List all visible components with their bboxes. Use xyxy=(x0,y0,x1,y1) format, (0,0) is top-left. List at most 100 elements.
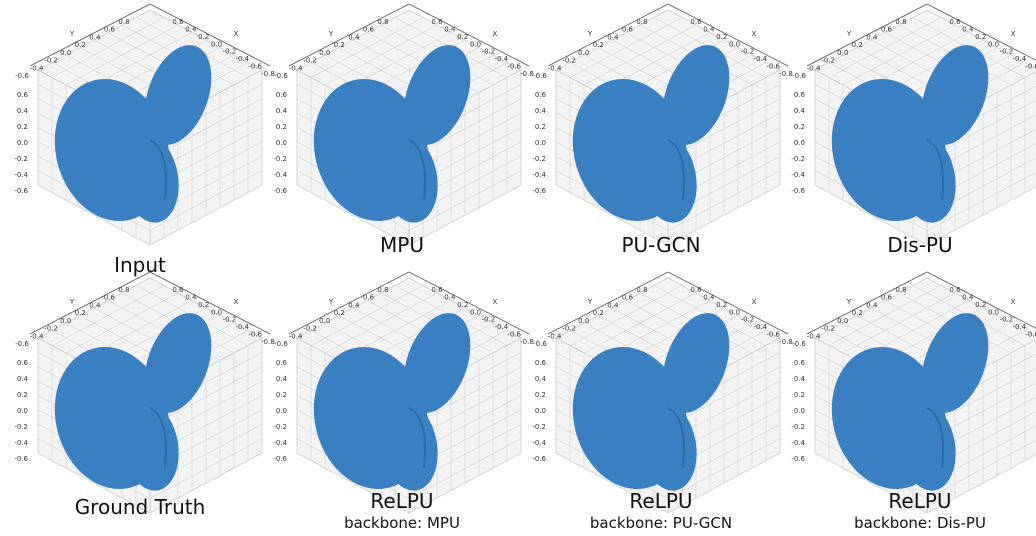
z-tick-label: -0.2 xyxy=(14,155,28,163)
x-axis-label: X xyxy=(752,30,757,38)
y-tick-label: -0.6 xyxy=(792,340,806,348)
x-tick-label: 0.6 xyxy=(949,18,961,26)
x-tick-label: 0.2 xyxy=(457,301,468,309)
x-axis-label: X xyxy=(1011,30,1016,38)
x-tick-label: 0.6 xyxy=(431,18,443,26)
z-tick-label: 0.6 xyxy=(535,359,547,367)
x-tick-label: -0.2 xyxy=(482,316,496,324)
y-tick-label: -0.6 xyxy=(274,72,288,80)
y-axis-label: Y xyxy=(587,298,593,306)
z-tick-label: 0.0 xyxy=(17,139,28,147)
y-tick-label: 0.6 xyxy=(622,26,634,34)
z-tick-label: -0.6 xyxy=(791,187,805,195)
x-tick-label: -0.8 xyxy=(520,338,534,346)
y-tick-label: -0.2 xyxy=(44,57,58,65)
z-tick-label: 0.0 xyxy=(276,407,287,415)
y-tick-label: 0.4 xyxy=(348,301,360,309)
x-tick-label: 0.4 xyxy=(703,25,715,33)
y-tick-label: 0.4 xyxy=(866,301,878,309)
x-tick-label: -0.8 xyxy=(261,338,275,346)
y-tick-label: 0.6 xyxy=(881,294,893,302)
x-tick-label: 0.0 xyxy=(470,308,481,316)
z-tick-label: -0.6 xyxy=(532,455,546,463)
panel-caption: MPU xyxy=(380,233,424,257)
z-tick-label: -0.4 xyxy=(532,171,546,179)
x-tick-label: -0.2 xyxy=(1000,316,1014,324)
z-tick-label: -0.4 xyxy=(14,171,28,179)
y-tick-label: -0.4 xyxy=(807,64,821,72)
y-tick-label: -0.4 xyxy=(548,332,562,340)
z-tick-label: -0.6 xyxy=(273,455,287,463)
z-tick-label: 0.6 xyxy=(17,91,29,99)
figure: -0.6-0.4-0.20.00.20.40.60.80.60.40.20.0-… xyxy=(0,0,1036,536)
y-tick-label: 0.6 xyxy=(363,26,375,34)
x-tick-label: 0.6 xyxy=(690,286,702,294)
x-tick-label: 0.2 xyxy=(457,33,468,41)
y-tick-label: -0.2 xyxy=(44,325,58,333)
y-tick-label: 0.8 xyxy=(377,18,388,26)
y-tick-label: 0.2 xyxy=(593,41,604,49)
z-tick-label: 0.2 xyxy=(535,391,546,399)
y-tick-label: -0.6 xyxy=(274,340,288,348)
y-axis-label: Y xyxy=(69,298,75,306)
x-tick-label: 0.4 xyxy=(185,25,197,33)
y-tick-label: -0.2 xyxy=(821,57,835,65)
z-tick-label: 0.2 xyxy=(794,123,805,131)
z-tick-label: -0.2 xyxy=(532,155,546,163)
z-tick-label: 0.6 xyxy=(17,359,29,367)
y-tick-label: -0.6 xyxy=(15,340,29,348)
x-tick-label: -0.2 xyxy=(741,48,755,56)
x-tick-label: -0.8 xyxy=(261,70,275,78)
z-tick-label: 0.4 xyxy=(794,375,806,383)
x-tick-label: -0.6 xyxy=(1025,63,1036,71)
z-tick-label: -0.6 xyxy=(14,187,28,195)
y-tick-label: -0.2 xyxy=(821,325,835,333)
z-tick-label: -0.2 xyxy=(791,155,805,163)
z-tick-label: 0.4 xyxy=(17,107,29,115)
z-tick-label: -0.6 xyxy=(14,455,28,463)
x-tick-label: 0.0 xyxy=(729,40,740,48)
x-tick-label: -0.2 xyxy=(223,316,237,324)
y-tick-label: 0.6 xyxy=(104,26,116,34)
x-tick-label: -0.2 xyxy=(1000,48,1014,56)
x-axis-label: X xyxy=(752,298,757,306)
panel-caption: Ground Truth xyxy=(75,495,206,519)
y-axis-label: Y xyxy=(328,30,334,38)
y-tick-label: -0.4 xyxy=(289,64,303,72)
z-tick-label: -0.4 xyxy=(273,171,287,179)
y-tick-label: 0.2 xyxy=(852,309,863,317)
z-tick-label: 0.0 xyxy=(535,139,546,147)
y-axis-label: Y xyxy=(846,30,852,38)
y-tick-label: 0.4 xyxy=(348,33,360,41)
x-tick-label: 0.4 xyxy=(444,25,456,33)
z-tick-label: 0.4 xyxy=(535,375,547,383)
y-tick-label: 0.8 xyxy=(895,18,906,26)
z-tick-label: -0.6 xyxy=(532,187,546,195)
z-tick-label: 0.6 xyxy=(535,91,547,99)
y-tick-label: 0.4 xyxy=(89,33,101,41)
x-tick-label: -0.2 xyxy=(223,48,237,56)
y-tick-label: -0.6 xyxy=(533,340,547,348)
y-tick-label: -0.6 xyxy=(533,72,547,80)
y-tick-label: -0.2 xyxy=(303,57,317,65)
x-tick-label: 0.2 xyxy=(198,301,209,309)
x-tick-label: 0.6 xyxy=(172,286,184,294)
x-axis-label: X xyxy=(493,30,498,38)
y-tick-label: -0.4 xyxy=(30,332,44,340)
x-tick-label: 0.0 xyxy=(470,40,481,48)
y-tick-label: 0.0 xyxy=(837,317,848,325)
y-tick-label: 0.6 xyxy=(363,294,375,302)
z-tick-label: -0.2 xyxy=(791,423,805,431)
x-tick-label: 0.4 xyxy=(444,293,456,301)
y-tick-label: 0.4 xyxy=(607,33,619,41)
z-tick-label: 0.2 xyxy=(535,123,546,131)
z-tick-label: 0.4 xyxy=(535,107,547,115)
y-tick-label: -0.2 xyxy=(562,57,576,65)
y-tick-label: -0.4 xyxy=(807,332,821,340)
x-axis-label: X xyxy=(1011,298,1016,306)
y-tick-label: -0.2 xyxy=(562,325,576,333)
y-tick-label: 0.6 xyxy=(881,26,893,34)
y-tick-label: 0.8 xyxy=(118,286,129,294)
